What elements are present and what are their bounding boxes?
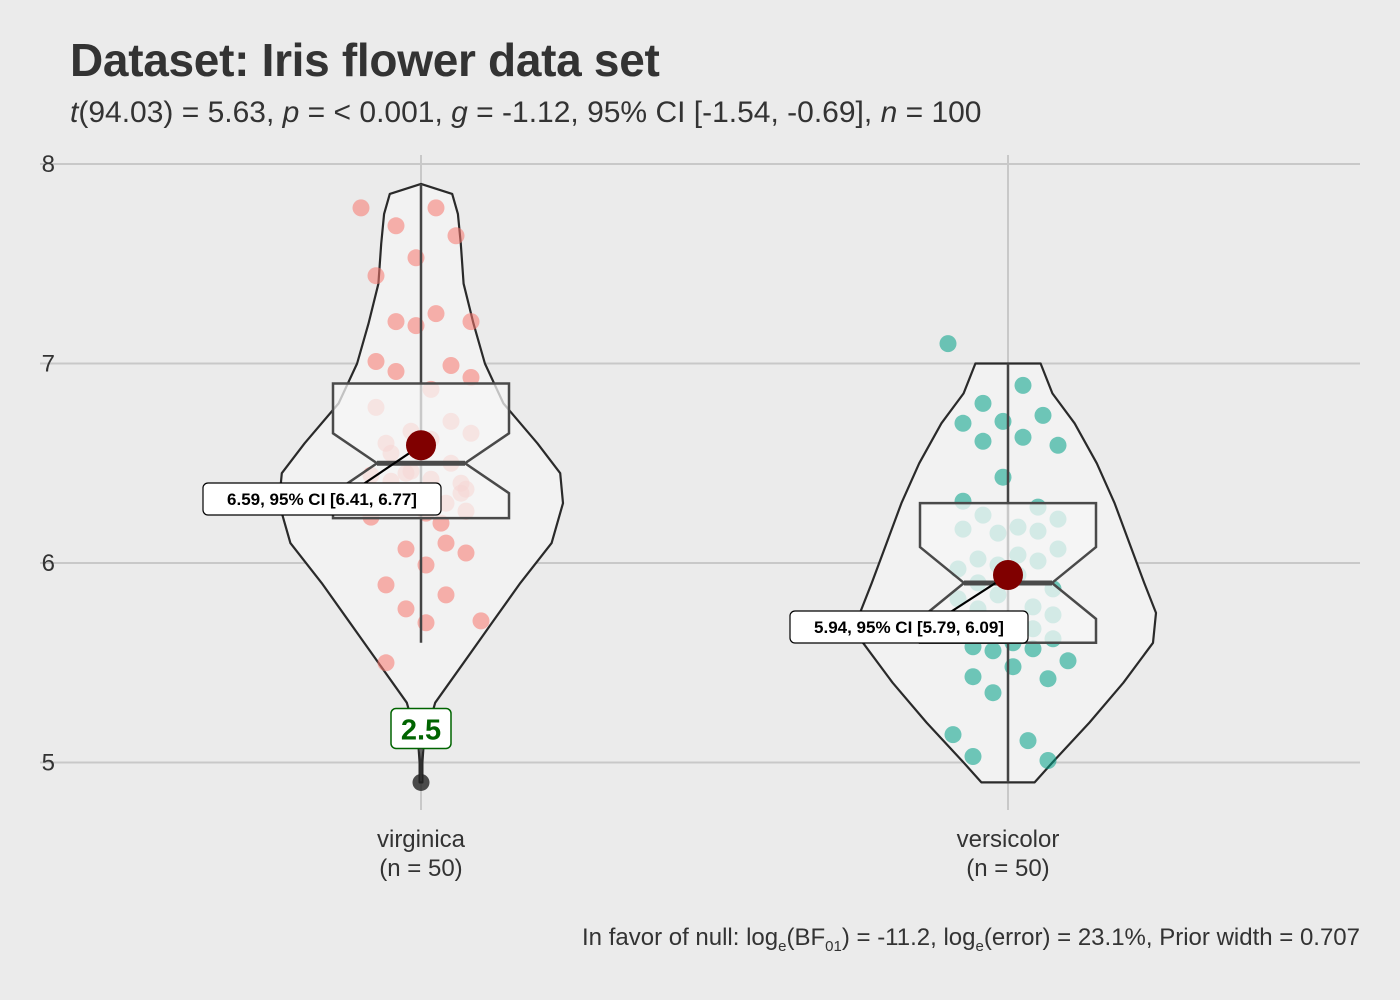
y-tick-label: 6 <box>42 550 55 577</box>
chart-subtitle: t(94.03) = 5.63, p = < 0.001, g = -1.12,… <box>70 96 982 130</box>
t-stat: (94.03) = 5.63, <box>78 96 283 129</box>
p-symbol: p <box>282 96 300 129</box>
data-point <box>1039 670 1057 688</box>
mean-label-versicolor: 5.94, 95% CI [5.79, 6.09] <box>814 618 1004 637</box>
data-point <box>437 534 455 552</box>
data-point <box>1059 652 1077 670</box>
data-point <box>964 668 982 686</box>
data-point <box>954 414 972 432</box>
data-point <box>377 576 395 594</box>
data-point <box>447 227 465 245</box>
data-point <box>442 357 460 374</box>
mean-point-versicolor <box>993 559 1023 590</box>
effect-size: = -1.12, 95% CI [-1.54, -0.69], <box>467 96 881 129</box>
data-point <box>427 199 445 217</box>
data-point <box>974 432 992 450</box>
mean-label-box-versicolor <box>789 610 1029 644</box>
data-point <box>984 642 1002 660</box>
data-point <box>939 335 957 353</box>
data-point <box>1034 406 1052 424</box>
mean-point-virginica <box>406 430 436 461</box>
data-point <box>974 394 992 412</box>
chart-title: Dataset: Iris flower data set <box>70 34 660 86</box>
caption-bf: (BF <box>786 924 826 951</box>
data-point <box>964 748 982 765</box>
data-point <box>427 305 445 323</box>
caption-middle: ) = -11.2, log <box>841 924 976 951</box>
x-tick-n-label: (n = 50) <box>966 855 1049 882</box>
outlier-point <box>412 773 430 791</box>
y-tick-label: 8 <box>42 151 55 178</box>
data-point <box>367 267 385 285</box>
data-point <box>397 540 415 558</box>
x-tick-label: versicolor <box>957 826 1060 853</box>
data-point <box>472 612 490 630</box>
data-point <box>1014 376 1032 394</box>
data-point <box>944 726 962 744</box>
y-tick-label: 7 <box>42 351 55 378</box>
t-symbol: t <box>70 96 79 129</box>
x-tick-label: virginica <box>377 826 466 853</box>
caption-sub-01: 01 <box>825 937 842 955</box>
sample-size: = 100 <box>897 96 982 129</box>
data-point <box>462 313 480 331</box>
data-point <box>367 353 385 370</box>
data-point <box>352 199 370 217</box>
data-point <box>1019 732 1037 750</box>
caption-sub-e2: e <box>975 937 984 955</box>
p-value: = < 0.001, <box>299 96 452 129</box>
y-tick-label: 5 <box>42 750 55 777</box>
mean-label-box-virginica <box>202 482 442 516</box>
n-symbol: n <box>880 96 898 129</box>
data-point <box>387 363 405 380</box>
caption-suffix: (error) = 23.1%, Prior width = 0.707 <box>983 924 1360 951</box>
data-point <box>437 586 455 604</box>
data-point <box>984 684 1002 702</box>
caption-prefix: In favor of null: log <box>582 924 779 951</box>
data-point <box>1024 640 1042 658</box>
outlier-label: 2.5 <box>401 714 441 746</box>
data-point <box>1039 752 1057 769</box>
data-point <box>462 369 480 386</box>
data-point <box>387 313 405 331</box>
x-tick-n-label: (n = 50) <box>379 855 462 882</box>
caption-sub-e1: e <box>778 937 787 955</box>
data-point <box>377 654 395 672</box>
data-point <box>397 600 415 618</box>
data-point <box>1014 428 1032 446</box>
data-point <box>457 544 475 562</box>
mean-label-virginica: 6.59, 95% CI [6.41, 6.77] <box>227 490 417 509</box>
g-symbol: g <box>451 96 468 129</box>
data-point <box>387 217 405 235</box>
data-point <box>1049 436 1067 454</box>
bayes-caption: In favor of null: loge(BF01) = -11.2, lo… <box>582 924 1360 955</box>
